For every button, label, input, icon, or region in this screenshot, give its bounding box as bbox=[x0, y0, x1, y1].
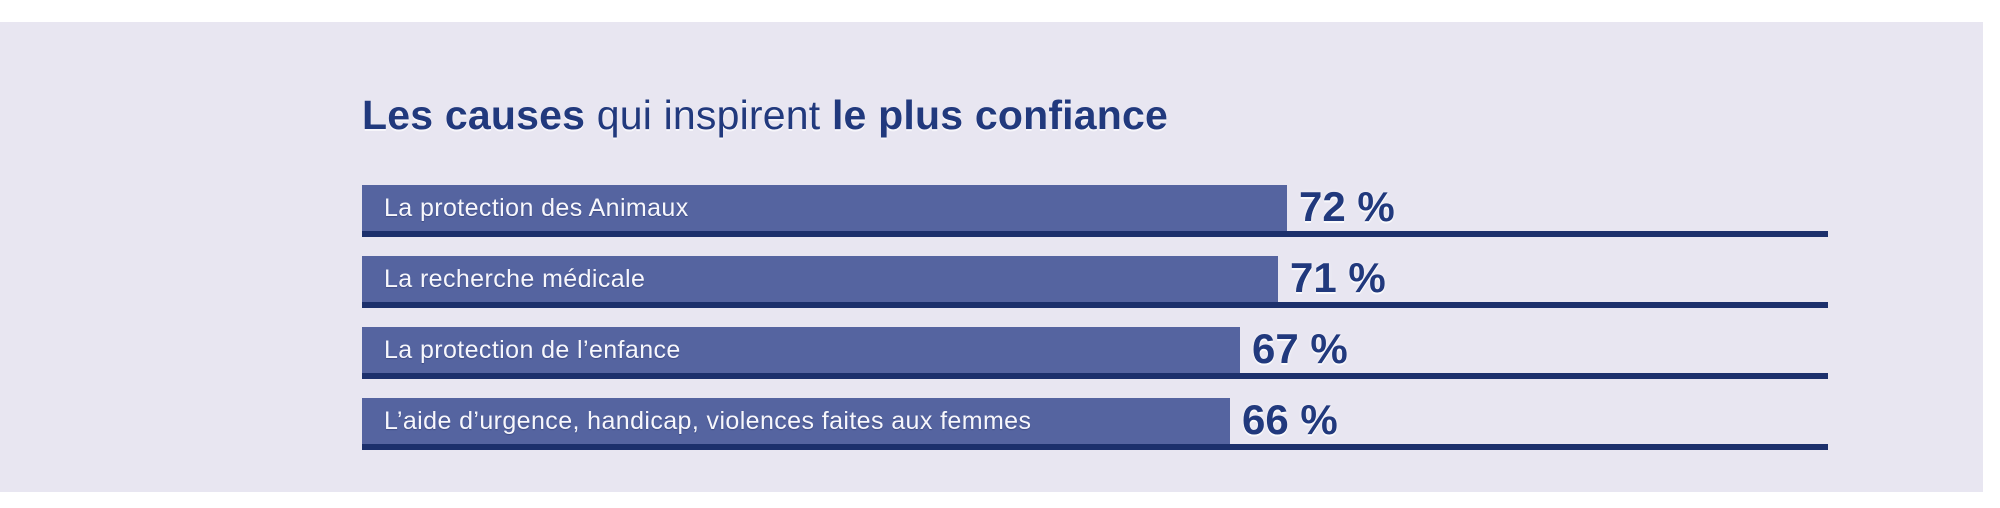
bar-baseline bbox=[362, 444, 1828, 450]
bar-row: L’aide d’urgence, handicap, violences fa… bbox=[362, 396, 1828, 469]
bar: La protection de l’enfance bbox=[362, 327, 1240, 373]
bar-row: La recherche médicale 71 % bbox=[362, 254, 1828, 327]
bar-chart: La protection des Animaux 72 % La recher… bbox=[362, 183, 1828, 469]
bar-value-label: 67 % bbox=[1252, 325, 1348, 372]
bar-category-label: La protection des Animaux bbox=[384, 193, 689, 222]
bar: La recherche médicale bbox=[362, 256, 1278, 302]
bar-category-label: L’aide d’urgence, handicap, violences fa… bbox=[384, 406, 1032, 435]
chart-title-bold-tail: le plus confiance bbox=[831, 92, 1169, 138]
bar-baseline bbox=[362, 302, 1828, 308]
bar: La protection des Animaux bbox=[362, 185, 1287, 231]
bar-row: La protection des Animaux 72 % bbox=[362, 183, 1828, 256]
bar-category-label: La recherche médicale bbox=[384, 264, 646, 293]
chart-title-regular-mid: qui inspirent bbox=[585, 92, 832, 138]
bar-value-label: 72 % bbox=[1299, 183, 1395, 230]
chart-panel: Les causes qui inspirent le plus confian… bbox=[0, 22, 1983, 492]
chart-title: Les causes qui inspirent le plus confian… bbox=[362, 90, 1168, 141]
bar-value-label: 71 % bbox=[1290, 254, 1386, 301]
chart-title-bold-lead: Les causes bbox=[362, 92, 586, 138]
bar-baseline bbox=[362, 231, 1828, 237]
bar-value-label: 66 % bbox=[1242, 396, 1338, 443]
bar-baseline bbox=[362, 373, 1828, 379]
bar: L’aide d’urgence, handicap, violences fa… bbox=[362, 398, 1230, 444]
bar-row: La protection de l’enfance 67 % bbox=[362, 325, 1828, 398]
bar-category-label: La protection de l’enfance bbox=[384, 335, 681, 364]
